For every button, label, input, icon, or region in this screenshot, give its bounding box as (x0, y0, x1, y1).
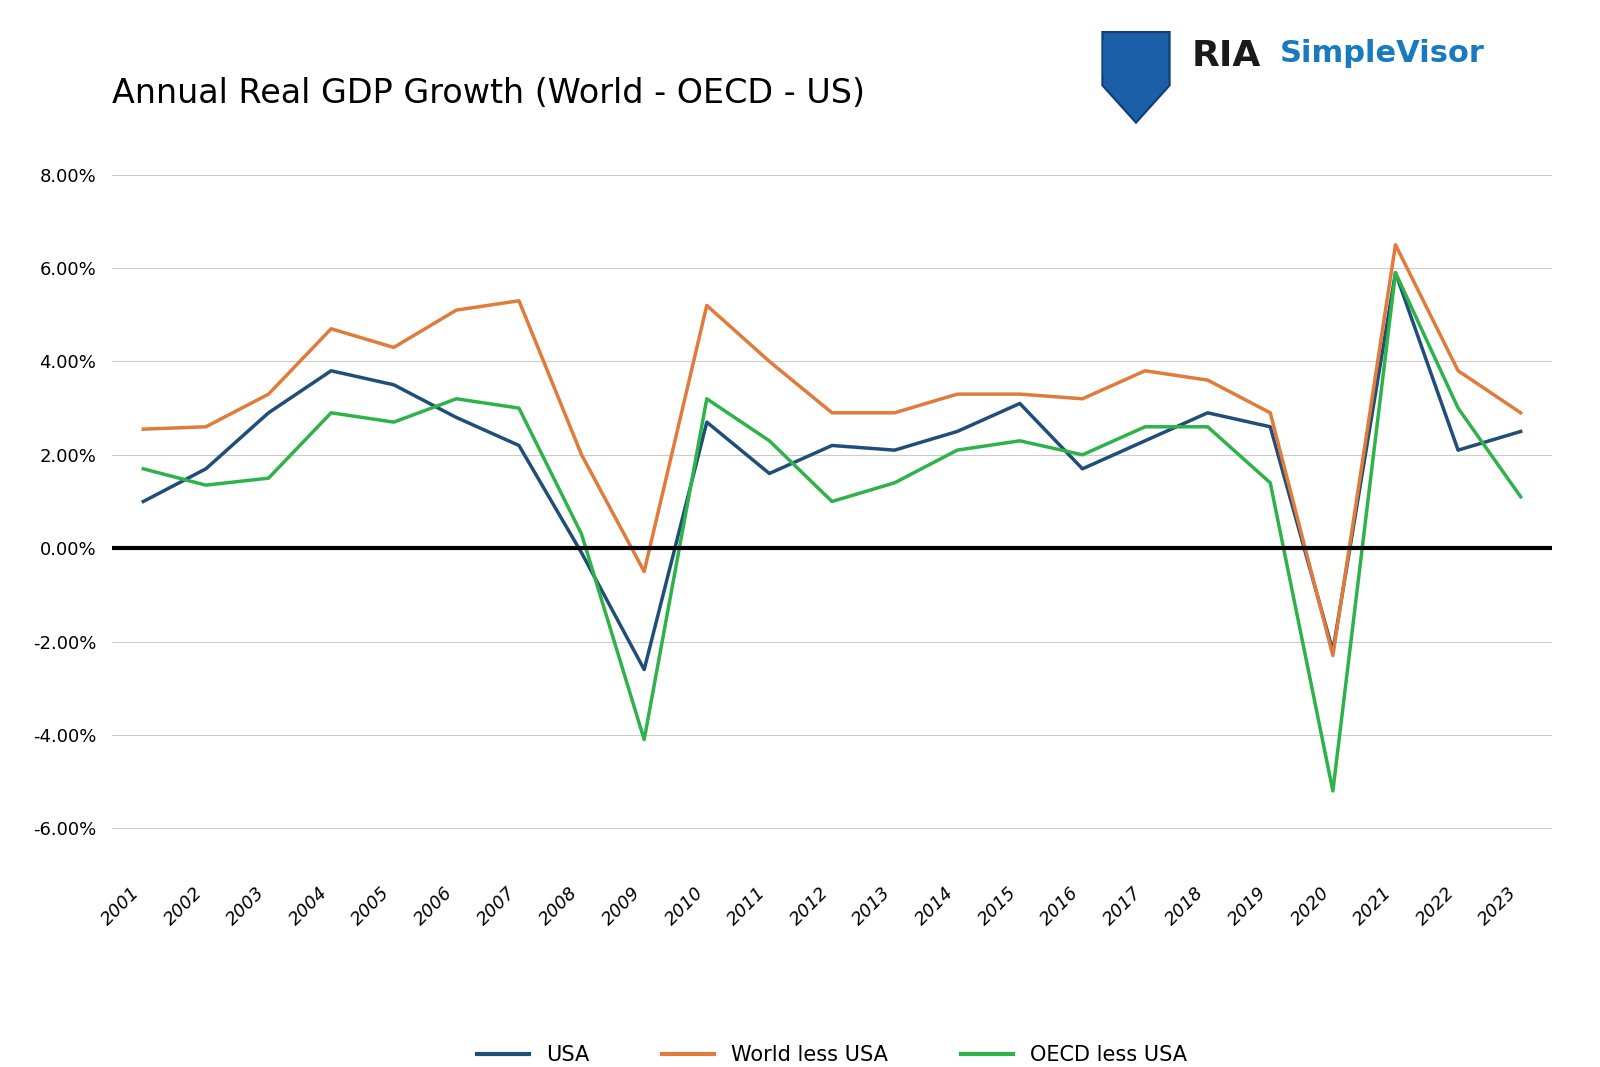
USA (635, 663, 654, 676)
OECD less USA (885, 476, 904, 489)
Text: ⛨: ⛨ (1101, 37, 1123, 76)
World less USA (197, 420, 216, 433)
USA (1323, 644, 1342, 657)
USA (1010, 397, 1029, 410)
World less USA (1074, 393, 1093, 405)
Legend: USA, World less USA, OECD less USA: USA, World less USA, OECD less USA (469, 1037, 1195, 1067)
World less USA (1261, 407, 1280, 419)
OECD less USA (509, 401, 528, 414)
OECD less USA (197, 479, 216, 492)
USA (1261, 420, 1280, 433)
Line: World less USA: World less USA (144, 244, 1520, 655)
USA (509, 439, 528, 451)
USA (197, 462, 216, 475)
OECD less USA (1136, 420, 1155, 433)
World less USA (1010, 387, 1029, 400)
World less USA (635, 566, 654, 578)
OECD less USA (384, 416, 403, 429)
USA (1136, 434, 1155, 447)
Text: SimpleVisor: SimpleVisor (1280, 39, 1485, 68)
USA (760, 467, 779, 480)
OECD less USA (571, 528, 590, 541)
Text: RIA: RIA (1192, 39, 1261, 74)
USA (822, 439, 842, 451)
OECD less USA (259, 472, 278, 484)
World less USA (822, 407, 842, 419)
World less USA (760, 355, 779, 368)
USA (446, 411, 466, 424)
Line: USA: USA (144, 273, 1520, 670)
USA (259, 407, 278, 419)
Polygon shape (1102, 32, 1170, 123)
USA (571, 546, 590, 559)
World less USA (509, 294, 528, 307)
World less USA (134, 423, 154, 435)
USA (322, 364, 341, 377)
World less USA (1136, 364, 1155, 377)
USA (1198, 407, 1218, 419)
OECD less USA (635, 733, 654, 746)
OECD less USA (1386, 267, 1405, 280)
World less USA (384, 341, 403, 354)
World less USA (1386, 238, 1405, 251)
USA (134, 495, 154, 508)
World less USA (885, 407, 904, 419)
OECD less USA (947, 444, 966, 457)
USA (384, 379, 403, 392)
OECD less USA (1323, 784, 1342, 797)
OECD less USA (1448, 401, 1467, 414)
World less USA (1448, 364, 1467, 377)
World less USA (698, 299, 717, 312)
OECD less USA (134, 462, 154, 475)
USA (1074, 462, 1093, 475)
USA (1510, 425, 1530, 437)
OECD less USA (322, 407, 341, 419)
USA (1448, 444, 1467, 457)
Text: Annual Real GDP Growth (World - OECD - US): Annual Real GDP Growth (World - OECD - U… (112, 77, 866, 110)
USA (1386, 267, 1405, 280)
USA (698, 416, 717, 429)
World less USA (322, 322, 341, 335)
World less USA (259, 387, 278, 400)
World less USA (571, 448, 590, 461)
OECD less USA (1510, 491, 1530, 504)
World less USA (446, 304, 466, 317)
OECD less USA (446, 393, 466, 405)
World less USA (947, 387, 966, 400)
Line: OECD less USA: OECD less USA (144, 273, 1520, 791)
OECD less USA (760, 434, 779, 447)
OECD less USA (822, 495, 842, 508)
World less USA (1198, 373, 1218, 386)
USA (947, 425, 966, 437)
USA (885, 444, 904, 457)
World less USA (1510, 407, 1530, 419)
OECD less USA (1198, 420, 1218, 433)
OECD less USA (1010, 434, 1029, 447)
OECD less USA (1261, 476, 1280, 489)
OECD less USA (1074, 448, 1093, 461)
World less USA (1323, 649, 1342, 662)
OECD less USA (698, 393, 717, 405)
